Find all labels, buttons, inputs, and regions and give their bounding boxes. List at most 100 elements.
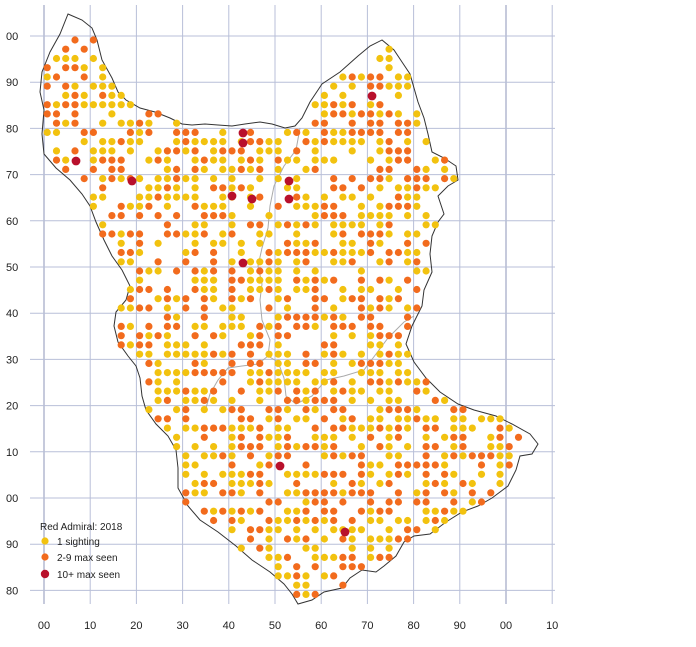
sighting-dot: [385, 156, 393, 164]
sighting-dot: [182, 350, 190, 358]
sighting-dot: [293, 230, 301, 238]
sighting-dot: [228, 443, 236, 451]
sighting-dot: [117, 239, 125, 247]
sighting-dot-10-plus: [71, 156, 81, 166]
sighting-dot: [62, 45, 70, 53]
sighting-dot: [228, 184, 236, 192]
sighting-dot: [293, 516, 301, 525]
sighting-dot: [200, 313, 208, 321]
sighting-dot: [302, 516, 310, 525]
sighting-dot: [246, 359, 255, 367]
sighting-dot: [385, 175, 393, 183]
x-tick-label: 10: [84, 620, 96, 632]
sighting-dot: [339, 73, 347, 81]
sighting-dot: [422, 378, 430, 386]
sighting-dot: [459, 424, 467, 432]
sighting-dot: [283, 516, 292, 525]
sighting-dot: [228, 489, 236, 497]
sighting-dot: [339, 212, 347, 220]
sighting-dot: [394, 406, 402, 414]
sighting-dot: [52, 54, 61, 63]
sighting-dot: [265, 212, 273, 220]
sighting-dot: [283, 378, 292, 386]
sighting-dot: [117, 248, 125, 257]
sighting-dot: [357, 461, 365, 469]
sighting-dot: [311, 295, 319, 303]
sighting-dot: [320, 507, 328, 515]
sighting-dot: [496, 415, 504, 423]
sighting-dot: [376, 212, 384, 220]
sighting-dot: [117, 175, 125, 183]
sighting-dot: [293, 535, 301, 543]
sighting-dot: [173, 119, 181, 127]
sighting-dot: [293, 258, 301, 266]
sighting-dot: [404, 248, 412, 257]
sighting-dot: [274, 175, 282, 183]
sighting-dot: [450, 175, 458, 183]
sighting-dot: [210, 138, 218, 146]
sighting-dot: [330, 258, 338, 266]
sighting-dot: [330, 156, 338, 164]
sighting-dot: [246, 295, 255, 303]
sighting-dot: [413, 110, 421, 118]
sighting-dot: [459, 479, 467, 488]
sighting-dot: [228, 396, 236, 404]
sighting-dot: [256, 230, 264, 238]
sighting-dot: [219, 193, 227, 201]
sighting-dot: [302, 498, 310, 506]
sighting-dot: [339, 406, 347, 414]
sighting-dot: [283, 507, 292, 515]
sighting-dot: [404, 415, 412, 423]
sighting-dot: [404, 470, 412, 478]
sighting-dot: [219, 212, 227, 220]
sighting-dot: [265, 544, 273, 552]
sighting-dot: [422, 507, 430, 515]
sighting-dot: [376, 175, 384, 183]
sighting-dot: [339, 91, 347, 99]
sighting-dot: [256, 424, 264, 432]
sighting-dot: [385, 54, 393, 63]
sighting-dot: [99, 64, 107, 72]
sighting-dot: [126, 285, 134, 294]
sighting-dot: [265, 350, 273, 358]
sighting-dot: [394, 193, 402, 201]
sighting-dot: [108, 156, 116, 164]
sighting-dot: [330, 322, 338, 330]
sighting-dot: [237, 470, 245, 478]
sighting-dot: [228, 304, 236, 312]
sighting-dot: [237, 276, 245, 284]
sighting-dot: [71, 147, 79, 155]
sighting-dot: [145, 341, 153, 349]
sighting-dot: [385, 359, 393, 367]
sighting-dot: [311, 101, 319, 109]
sighting-dot: [302, 387, 310, 395]
sighting-dot: [339, 193, 347, 201]
sighting-dot: [136, 248, 144, 257]
sighting-dot: [265, 276, 273, 284]
sighting-dot: [385, 424, 393, 432]
sighting-dot: [320, 295, 328, 303]
sighting-dot: [330, 443, 338, 451]
sighting-dot: [163, 304, 171, 312]
sighting-dot: [210, 248, 218, 257]
sighting-dot: [117, 138, 125, 146]
sighting-dot: [413, 202, 421, 210]
sighting-dot: [311, 147, 319, 155]
sighting-dot-10-plus: [247, 194, 257, 204]
map-grid: [30, 5, 555, 604]
sighting-dot: [394, 147, 402, 155]
sighting-dot: [468, 452, 476, 460]
sighting-dot: [330, 350, 338, 358]
sighting-dot: [200, 202, 208, 210]
sighting-dot: [293, 396, 301, 404]
sighting-dot: [422, 184, 430, 192]
sighting-dot: [302, 507, 310, 515]
sighting-dot: [256, 267, 264, 275]
sighting-dot-10-plus: [238, 128, 248, 138]
sighting-dot: [136, 341, 144, 349]
sighting-dot: [210, 156, 218, 164]
sighting-dot: [117, 332, 125, 340]
sighting-dot: [330, 110, 338, 118]
sighting-dot: [283, 304, 292, 312]
sighting-dot: [154, 396, 162, 404]
